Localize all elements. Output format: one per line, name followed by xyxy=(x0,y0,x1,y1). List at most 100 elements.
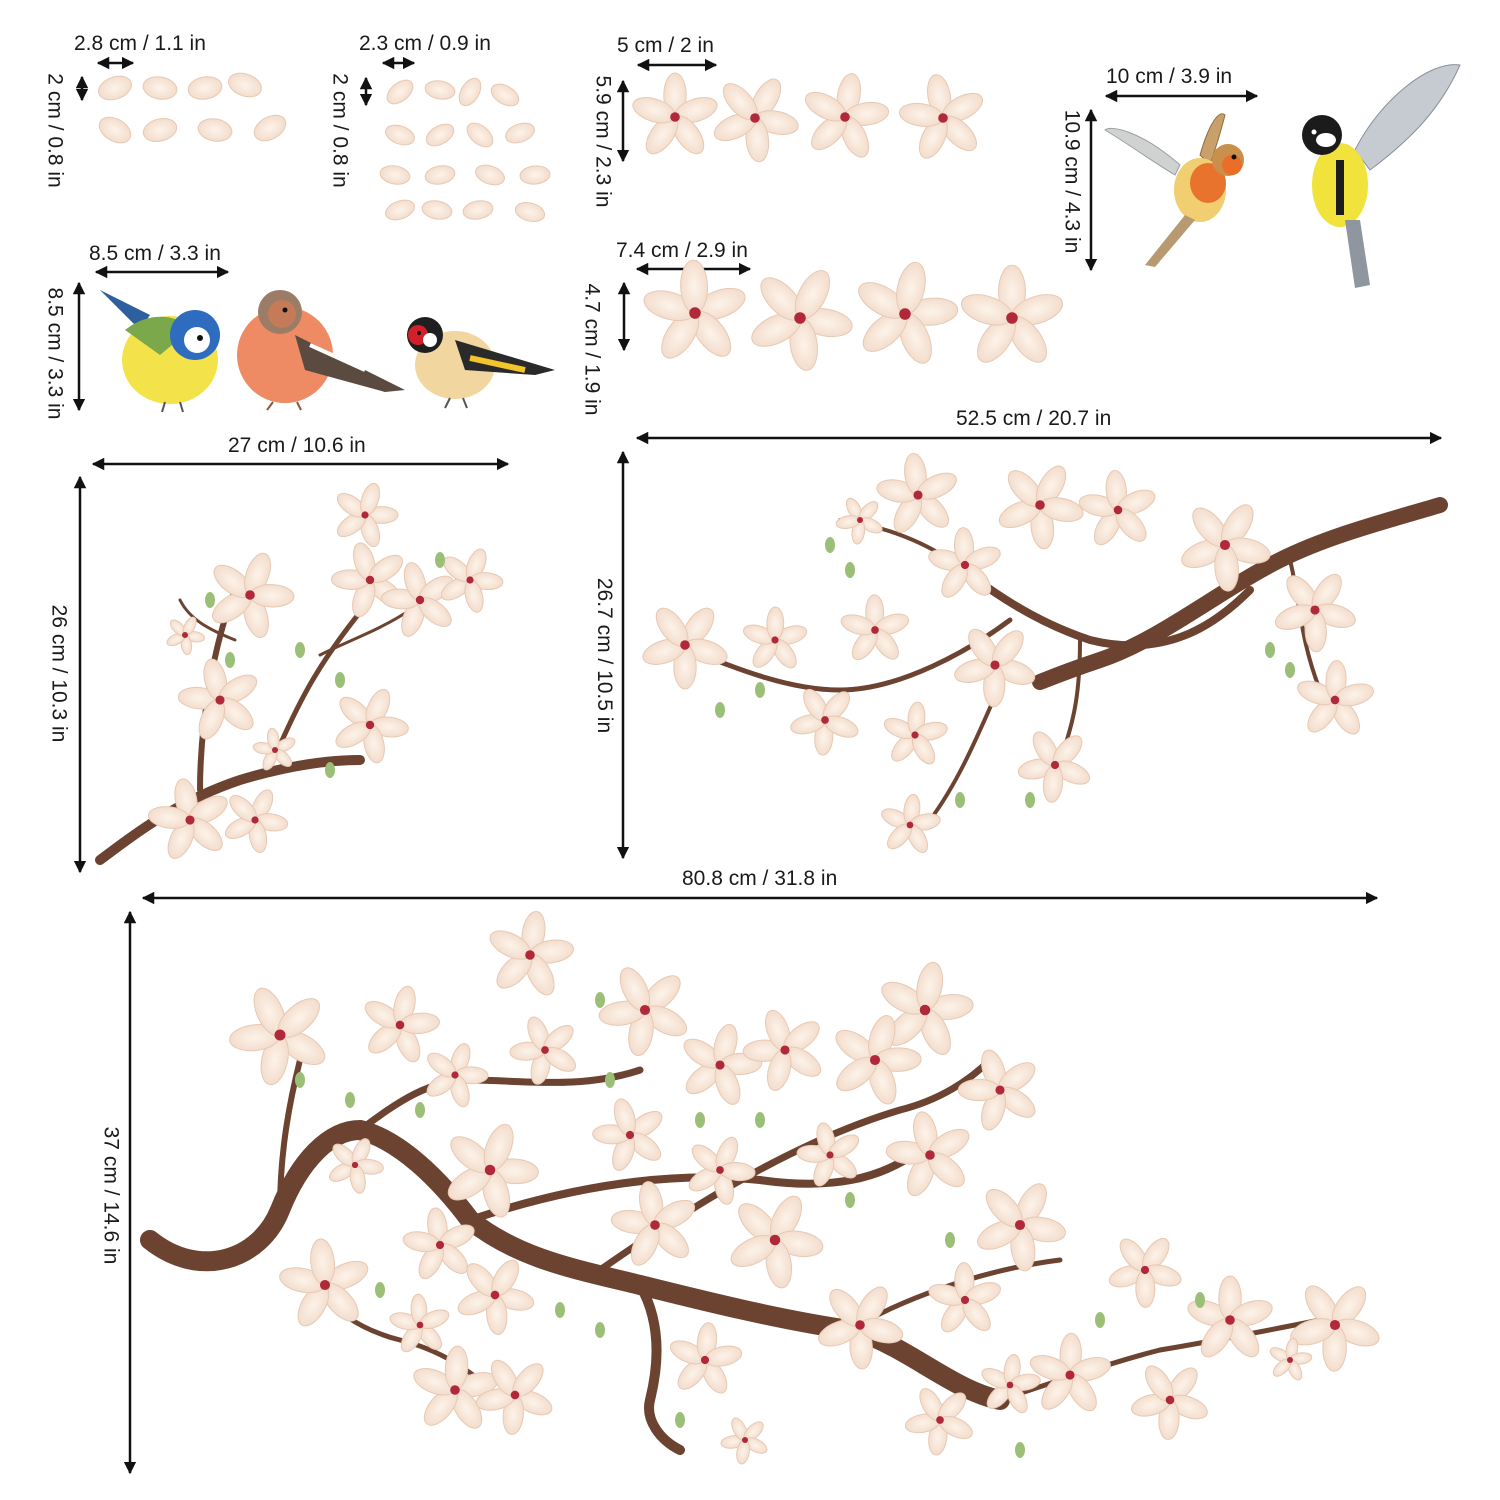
petal-b-11 xyxy=(475,164,505,186)
blossom-58 xyxy=(1131,1365,1208,1441)
blossom-38 xyxy=(426,1043,489,1108)
label-petal-b-width: 2.3 cm / 0.9 in xyxy=(359,32,491,55)
blossom-14 xyxy=(1078,470,1156,546)
petal-a-5 xyxy=(98,116,132,144)
chaffinch-perched-icon xyxy=(237,290,405,411)
blossom-65 xyxy=(1269,1337,1313,1381)
blossom-23 xyxy=(790,688,859,756)
small-flower-4 xyxy=(898,74,984,159)
petal-b-3 xyxy=(458,77,482,107)
petal-b-7 xyxy=(466,122,494,148)
bud-26 xyxy=(375,1282,385,1298)
blossom-15 xyxy=(1181,504,1271,592)
bud-4 xyxy=(335,672,345,688)
blossom-51 xyxy=(389,1293,450,1353)
bud-10 xyxy=(755,682,765,698)
blossom-13 xyxy=(998,465,1084,550)
bud-30 xyxy=(1015,1442,1025,1458)
single-flowers xyxy=(632,72,1064,371)
medium-flower-1 xyxy=(643,259,746,359)
blossom-31 xyxy=(229,987,326,1086)
blossom-60 xyxy=(475,1359,553,1435)
label-petal-a-height: 2 cm / 0.8 in xyxy=(43,73,67,188)
blossom-49 xyxy=(279,1238,369,1327)
blossom-18 xyxy=(840,594,910,661)
great-tit-flying-icon xyxy=(1302,64,1461,288)
petal-b-4 xyxy=(490,83,520,107)
blossom-52 xyxy=(818,1286,904,1370)
bud-9 xyxy=(715,702,725,718)
bud-22 xyxy=(845,1192,855,1208)
blossom-24 xyxy=(883,701,948,765)
petal-a-3 xyxy=(187,76,223,100)
petal-b-13 xyxy=(385,199,415,221)
petal-b-9 xyxy=(379,165,411,185)
label-flying-birds-width: 10 cm / 3.9 in xyxy=(1106,65,1233,88)
blossom-5 xyxy=(440,548,504,613)
blossom-57 xyxy=(1029,1332,1111,1412)
blossom-10 xyxy=(252,727,296,771)
petal-a-6 xyxy=(142,117,178,143)
label-branch-medium-height: 26.7 cm / 10.5 in xyxy=(593,577,617,734)
blossom-53 xyxy=(928,1262,1001,1333)
blossom-46 xyxy=(730,1195,824,1289)
bud-11 xyxy=(955,792,965,808)
bud-20 xyxy=(695,1112,705,1128)
petal-b-2 xyxy=(424,80,456,100)
blossom-47 xyxy=(402,1207,475,1280)
bud-1 xyxy=(205,592,215,608)
petal-a-8 xyxy=(253,114,287,142)
blossom-8 xyxy=(147,778,228,859)
label-petal-b-height: 2 cm / 0.8 in xyxy=(328,73,352,188)
blossom-35 xyxy=(742,1009,822,1091)
petal-b-1 xyxy=(386,79,414,105)
dimension-arrows xyxy=(72,56,1443,1475)
small-flower-3 xyxy=(804,73,890,158)
bud-24 xyxy=(1095,1312,1105,1328)
small-flower-1 xyxy=(632,72,718,155)
label-branch-medium-width: 52.5 cm / 20.7 in xyxy=(956,407,1112,430)
blossom-20 xyxy=(743,606,808,669)
bud-17 xyxy=(415,1102,425,1118)
loose-petals xyxy=(98,72,551,223)
blossom-7 xyxy=(335,688,409,764)
bud-15 xyxy=(295,1072,305,1088)
blossom-32 xyxy=(364,985,440,1063)
petal-b-8 xyxy=(505,122,535,144)
bud-28 xyxy=(595,1322,605,1338)
blossom-59 xyxy=(413,1345,499,1429)
blossom-64 xyxy=(720,1417,768,1465)
blossom-27 xyxy=(835,497,883,545)
birds xyxy=(100,64,1461,413)
medium-flower-2 xyxy=(751,270,853,371)
medium-flower-4 xyxy=(960,264,1064,363)
label-branch-small-height: 26 cm / 10.3 in xyxy=(47,604,71,743)
blossom-48 xyxy=(977,1183,1066,1272)
blossom-63 xyxy=(981,1353,1041,1414)
label-flying-birds-height: 10.9 cm / 4.3 in xyxy=(1060,109,1084,254)
blossom-56 xyxy=(1290,1285,1380,1372)
branch-blossoms xyxy=(147,452,1380,1465)
blossom-19 xyxy=(642,607,728,690)
blossom-41 xyxy=(796,1122,860,1187)
label-petal-a-width: 2.8 cm / 1.1 in xyxy=(74,32,206,55)
petal-b-6 xyxy=(425,123,455,147)
petal-b-5 xyxy=(385,124,415,146)
blossom-25 xyxy=(1017,731,1091,803)
blossom-3 xyxy=(211,552,295,639)
petal-a-4 xyxy=(228,72,262,98)
label-perched-birds-height: 8.5 cm / 3.3 in xyxy=(43,287,67,420)
blossom-42 xyxy=(688,1136,756,1205)
robin-flying-icon xyxy=(1104,113,1244,267)
blossom-22 xyxy=(1297,659,1374,735)
blossom-62 xyxy=(904,1388,973,1456)
blossom-28 xyxy=(489,910,575,996)
blue-tit-perched-icon xyxy=(100,290,220,413)
petal-a-7 xyxy=(197,118,233,142)
petal-a-1 xyxy=(98,75,132,101)
blossom-16 xyxy=(928,527,1001,598)
blossom-17 xyxy=(1274,573,1356,653)
blossom-30 xyxy=(881,961,974,1055)
blossom-1 xyxy=(336,482,399,548)
